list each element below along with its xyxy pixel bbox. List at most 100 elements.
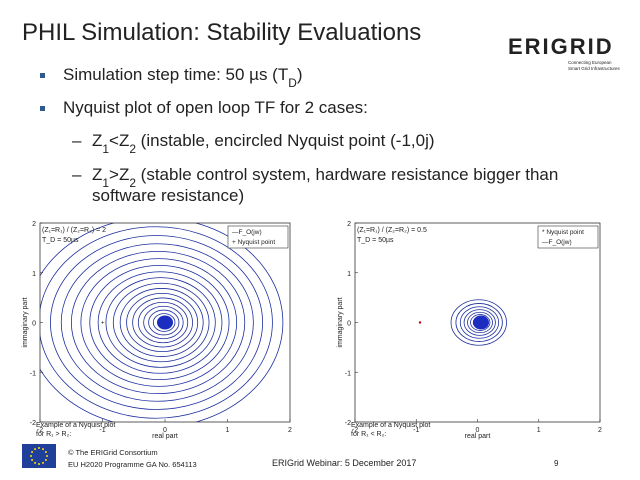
subscript: 2	[129, 142, 136, 156]
text-run: )	[297, 65, 303, 84]
y-tick-label: -2	[345, 420, 351, 427]
spiral-loop	[105, 277, 216, 368]
legend-entry: + Nyquist point	[232, 239, 275, 246]
text-run: Nyquist plot of open loop TF for 2 cases…	[63, 98, 368, 117]
spiral-core	[157, 315, 173, 330]
plot-caption: for R₁ > R₂:	[36, 431, 71, 438]
eu-star	[46, 455, 48, 457]
logo-tagline: Smart Grid Infrastructures	[568, 66, 621, 71]
eu-star	[44, 459, 47, 461]
bullet-marker	[40, 106, 45, 111]
spiral-loop	[137, 301, 189, 344]
eu-star	[31, 451, 34, 453]
spiral-loop	[126, 292, 199, 353]
dash: –	[72, 131, 82, 150]
y-tick-label: -2	[30, 420, 36, 427]
bullet-text: Simulation step time: 50 µs (TD)	[63, 65, 302, 90]
sub-bullet-text: Z1<Z2 (instable, encircled Nyquist point…	[92, 131, 435, 156]
spiral-loop	[148, 309, 180, 336]
spiral-loop	[132, 297, 193, 348]
spiral-loop	[89, 264, 230, 381]
text-run: Z	[92, 131, 102, 150]
spiral-loop	[455, 303, 503, 342]
dash: –	[72, 165, 82, 184]
footer-event: ERIGrid Webinar: 5 December 2017	[272, 458, 416, 468]
spiral-loop	[470, 314, 491, 331]
y-tick-label: 0	[347, 321, 351, 328]
nyquist-curve	[40, 223, 284, 422]
spiral-loop	[80, 258, 238, 387]
spiral-loop	[450, 299, 507, 346]
eu-star	[38, 463, 40, 465]
eu-star	[42, 448, 44, 451]
x-tick-label: 0	[163, 427, 167, 434]
text-run: Z	[92, 165, 102, 184]
y-axis-label: immaginary part	[22, 297, 29, 347]
spiral-loop	[97, 271, 223, 374]
nyquist-point: +	[101, 321, 105, 327]
spiral-loop	[40, 223, 284, 422]
x-tick-label: -2	[37, 427, 43, 434]
nyquist-curve	[450, 299, 507, 346]
y-tick-label: 2	[32, 221, 36, 228]
x-tick-label: 2	[598, 427, 602, 434]
subscript: 2	[129, 176, 136, 190]
nyquist-point	[418, 321, 422, 324]
eu-star	[34, 461, 36, 464]
eu-star	[44, 451, 47, 453]
subscript: D	[288, 76, 297, 90]
text-run: (instable, encircled Nyquist point (-1,0…	[136, 131, 435, 150]
y-tick-label: 2	[347, 221, 351, 228]
sub-bullet-text: Z1>Z2 (stable control system, hardware r…	[92, 165, 558, 190]
legend-entry: —F_O(jw)	[542, 239, 572, 246]
footer-copyright: © The ERIGrid Consortium	[68, 448, 158, 457]
legend-entry: —F_O(jw)	[232, 229, 262, 236]
x-tick-label: -2	[352, 427, 358, 434]
logo: ERIGRID	[508, 34, 614, 59]
spiral-loop	[152, 313, 176, 332]
y-tick-label: 0	[32, 321, 36, 328]
text-run: >Z	[109, 165, 129, 184]
y-tick-label: -1	[30, 370, 36, 377]
x-tick-label: -1	[99, 427, 105, 434]
eu-star	[30, 455, 32, 457]
spiral-loop	[463, 309, 496, 336]
legend-box	[227, 225, 289, 249]
page-number: 9	[554, 459, 559, 468]
footer-programme: EU H2020 Programme GA No. 654113	[68, 460, 197, 469]
spiral-loop	[50, 235, 263, 410]
text-run: <Z	[109, 131, 129, 150]
eu-star	[31, 459, 34, 461]
eu-star	[42, 461, 44, 464]
legend-entry: * Nyquist point	[542, 229, 584, 236]
annotation: T_D = 50µs	[357, 237, 394, 244]
y-axis-label: immaginary part	[337, 297, 344, 347]
plot-caption: for R₁ < R₂:	[351, 431, 386, 438]
subscript: 1	[102, 142, 109, 156]
spiral-loop	[467, 311, 493, 334]
y-tick-label: 1	[347, 271, 351, 278]
subscript: 1	[102, 176, 109, 190]
text-run: (stable control system, hardware resista…	[136, 165, 558, 184]
x-axis-label: real part	[465, 433, 491, 440]
eu-star	[38, 447, 40, 449]
plot-caption: Example of a Nyquist plot	[36, 422, 115, 429]
x-tick-label: 1	[226, 427, 230, 434]
x-tick-label: 1	[537, 427, 541, 434]
legend-box	[537, 225, 599, 249]
spiral-loop	[40, 226, 273, 419]
bullet-text: Nyquist plot of open loop TF for 2 cases…	[63, 98, 368, 117]
spiral-loop	[143, 305, 184, 340]
slide-title: PHIL Simulation: Stability Evaluations	[22, 19, 421, 46]
x-tick-label: -1	[413, 427, 419, 434]
bullet-marker	[40, 73, 45, 78]
y-tick-label: -1	[345, 370, 351, 377]
text-run: Simulation step time: 50 µs (T	[63, 65, 288, 84]
x-axis-label: real part	[152, 433, 178, 440]
plot-caption: Example of a Nyquist plot	[351, 422, 430, 429]
annotation: (Z₁=R₁) / (Z₂=R₂) = 0.5	[357, 227, 427, 234]
sub-bullet-text: software resistance)	[92, 186, 244, 205]
annotation: (Z₁=R₁) / (Z₂=R₂) = 2	[42, 227, 106, 234]
spiral-loop	[119, 288, 204, 357]
